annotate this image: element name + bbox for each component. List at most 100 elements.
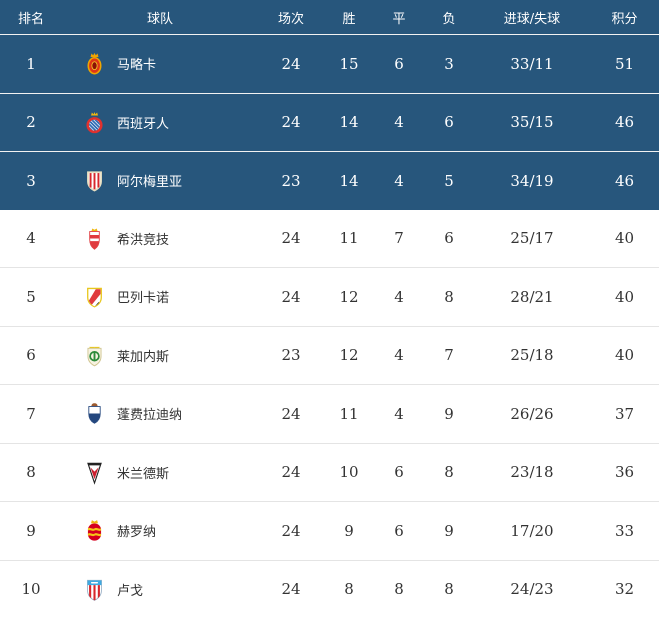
wins-cell: 9 (344, 521, 354, 540)
header-draw: 平 (392, 11, 406, 27)
rank-cell: 4 (26, 229, 36, 248)
leganes-crest-icon (84, 343, 105, 368)
losses-cell: 8 (444, 463, 454, 482)
wins-cell: 8 (344, 580, 354, 599)
points-cell: 32 (614, 580, 635, 599)
wins-cell: 12 (339, 287, 359, 306)
rank-cell: 3 (26, 171, 36, 190)
played-cell: 24 (281, 521, 301, 540)
header-points: 积分 (611, 11, 638, 27)
goals-cell: 33/11 (510, 54, 554, 73)
played-cell: 23 (281, 171, 301, 190)
team-cell[interactable]: 西班牙人 (62, 110, 258, 135)
points-cell: 46 (614, 171, 635, 190)
rank-cell: 9 (26, 521, 36, 540)
played-cell: 24 (281, 54, 301, 73)
mallorca-crest-icon (84, 51, 105, 76)
draws-cell: 6 (394, 54, 404, 73)
team-cell[interactable]: 希洪竞技 (62, 226, 258, 251)
header-win: 胜 (342, 11, 356, 27)
header-goals: 进球/失球 (503, 11, 561, 27)
losses-cell: 5 (444, 171, 454, 190)
table-row: 3 阿尔梅里亚 23 14 4 5 34/19 46 (0, 151, 659, 210)
played-cell: 24 (281, 404, 301, 423)
team-cell[interactable]: 阿尔梅里亚 (62, 168, 258, 193)
team-cell[interactable]: 马略卡 (62, 51, 258, 76)
losses-cell: 8 (444, 287, 454, 306)
team-name: 巴列卡诺 (117, 291, 170, 307)
table-row: 8 米兰德斯 24 10 6 8 23/18 36 (0, 442, 659, 501)
header-rank: 排名 (17, 11, 44, 27)
header-team: 球队 (146, 11, 173, 27)
team-cell[interactable]: 莱加内斯 (62, 343, 258, 368)
rank-cell: 2 (26, 113, 36, 132)
team-cell[interactable]: 巴列卡诺 (62, 284, 258, 309)
wins-cell: 11 (339, 229, 359, 248)
table-row: 5 巴列卡诺 24 12 4 8 28/21 40 (0, 267, 659, 326)
draws-cell: 6 (394, 463, 404, 482)
draws-cell: 6 (394, 521, 404, 540)
points-cell: 40 (614, 229, 635, 248)
mirandes-crest-icon (84, 460, 105, 485)
losses-cell: 9 (444, 521, 454, 540)
losses-cell: 3 (444, 54, 454, 73)
team-name: 赫罗纳 (117, 525, 157, 541)
girona-crest-icon (84, 518, 105, 543)
table-row: 6 莱加内斯 23 12 4 7 25/18 40 (0, 325, 659, 384)
table-row: 1 马略卡 24 15 6 3 33/11 51 (0, 35, 659, 93)
losses-cell: 9 (444, 404, 454, 423)
goals-cell: 26/26 (510, 404, 554, 423)
points-cell: 37 (614, 404, 635, 423)
draws-cell: 8 (394, 580, 404, 599)
losses-cell: 7 (444, 346, 454, 365)
played-cell: 24 (281, 229, 301, 248)
losses-cell: 6 (444, 229, 454, 248)
rank-cell: 8 (26, 463, 36, 482)
team-cell[interactable]: 赫罗纳 (62, 518, 258, 543)
team-cell[interactable]: 蓬费拉迪纳 (62, 401, 258, 426)
rank-cell: 1 (26, 54, 36, 73)
points-cell: 36 (614, 463, 635, 482)
team-name: 马略卡 (117, 58, 157, 74)
lugo-crest-icon (84, 577, 105, 602)
wins-cell: 14 (339, 113, 359, 132)
wins-cell: 15 (339, 54, 359, 73)
played-cell: 24 (281, 463, 301, 482)
draws-cell: 4 (394, 171, 404, 190)
team-cell[interactable]: 卢戈 (62, 577, 258, 602)
header-loss: 负 (442, 11, 456, 27)
draws-cell: 4 (394, 113, 404, 132)
points-cell: 40 (614, 346, 635, 365)
points-cell: 51 (614, 54, 635, 73)
table-row: 10 卢戈 24 8 8 8 24/23 32 (0, 559, 659, 618)
played-cell: 24 (281, 287, 301, 306)
points-cell: 40 (614, 287, 635, 306)
goals-cell: 17/20 (510, 521, 554, 540)
team-cell[interactable]: 米兰德斯 (62, 460, 258, 485)
goals-cell: 35/15 (510, 113, 554, 132)
team-name: 米兰德斯 (117, 466, 170, 482)
goals-cell: 25/17 (510, 229, 554, 248)
rank-cell: 5 (26, 287, 36, 306)
wins-cell: 14 (339, 171, 359, 190)
table-row: 7 蓬费拉迪纳 24 11 4 9 26/26 37 (0, 384, 659, 443)
draws-cell: 4 (394, 346, 404, 365)
team-name: 希洪竞技 (117, 232, 170, 248)
wins-cell: 10 (339, 463, 359, 482)
team-name: 蓬费拉迪纳 (117, 408, 183, 424)
wins-cell: 11 (339, 404, 359, 423)
goals-cell: 25/18 (510, 346, 554, 365)
sporting-gijon-crest-icon (84, 226, 105, 251)
points-cell: 33 (614, 521, 635, 540)
team-name: 卢戈 (117, 583, 144, 599)
header-played: 场次 (277, 11, 304, 27)
table-body: 1 马略卡 24 15 6 3 33/11 51 2 西班牙人 24 14 4 … (0, 35, 659, 618)
ponferradina-crest-icon (84, 401, 105, 426)
almeria-crest-icon (84, 168, 105, 193)
goals-cell: 23/18 (510, 463, 554, 482)
draws-cell: 4 (394, 404, 404, 423)
losses-cell: 8 (444, 580, 454, 599)
played-cell: 24 (281, 113, 301, 132)
table-row: 2 西班牙人 24 14 4 6 35/15 46 (0, 92, 659, 151)
